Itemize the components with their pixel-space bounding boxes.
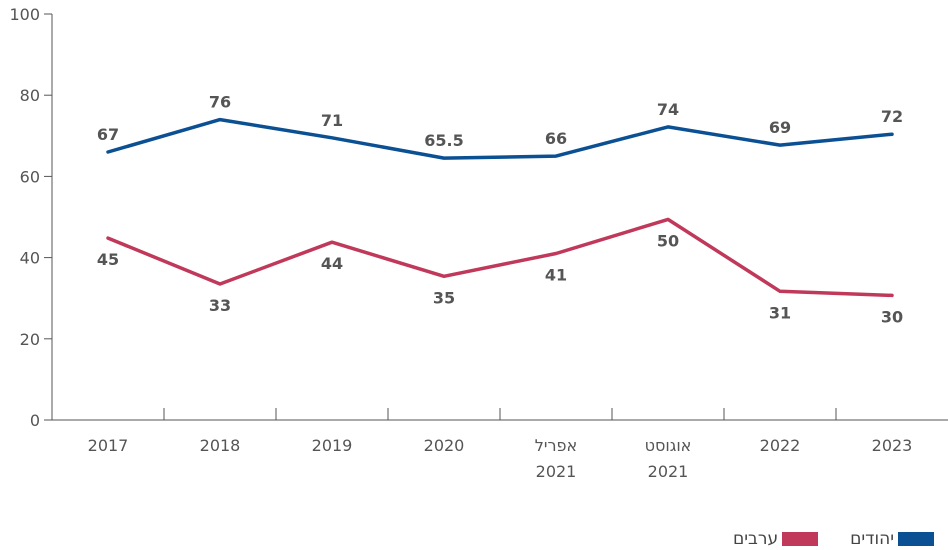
x-tick-label: 2023 (872, 436, 913, 455)
x-tick-label: 2021 (648, 462, 689, 481)
x-axis-ticks: 2017 2018 2019 2020 אפריל 2021 אוגוסט 2021 2022 2… (88, 408, 913, 481)
series-line-1 (106, 217, 894, 298)
axes (51, 14, 948, 421)
y-tick-label: 100 (9, 5, 40, 24)
data-label-0: 76 (209, 93, 231, 112)
data-label-1: 41 (545, 266, 567, 285)
y-axis-ticks: 0 20 40 60 80 100 (9, 5, 52, 430)
series-lines (106, 117, 894, 298)
legend-label-arabs: ערבים (732, 529, 779, 549)
data-label-1: 44 (321, 254, 343, 273)
data-label-0: 65.5 (424, 131, 463, 150)
legend: יהודים ערבים (733, 529, 934, 549)
data-label-1: 31 (769, 303, 791, 322)
legend-swatch-jews (898, 532, 934, 546)
data-label-1: 33 (209, 296, 231, 315)
x-tick-label: אוגוסט (645, 436, 692, 455)
data-label-0: 72 (881, 107, 903, 126)
y-tick-label: 20 (20, 330, 40, 349)
data-label-0: 66 (545, 129, 567, 148)
x-tick-label: 2022 (760, 436, 801, 455)
data-label-0: 74 (657, 100, 679, 119)
y-tick-label: 80 (20, 86, 40, 105)
data-label-1: 50 (657, 231, 679, 250)
y-tick-label: 40 (20, 249, 40, 268)
data-label-0: 67 (97, 125, 119, 144)
data-label-0: 69 (769, 118, 791, 137)
data-label-1: 35 (433, 288, 455, 307)
y-tick-label: 0 (30, 411, 40, 430)
x-tick-label: 2019 (312, 436, 353, 455)
x-tick-label: אפריל (535, 436, 577, 455)
x-tick-label: 2020 (424, 436, 465, 455)
legend-label-jews: יהודים (850, 529, 894, 549)
x-tick-label: 2021 (536, 462, 577, 481)
data-label-0: 71 (321, 111, 343, 130)
data-label-1: 45 (97, 250, 119, 269)
line-chart: 0 20 40 60 80 100 2017 2018 2019 2020 אפריל 2021 או… (9, 5, 948, 481)
data-labels: 67 76 71 65.5 66 74 69 72 45 33 44 35 41 50 31 30 (97, 93, 903, 327)
y-tick-label: 60 (20, 167, 40, 186)
data-label-1: 30 (881, 307, 903, 326)
legend-swatch-arabs (782, 532, 819, 546)
x-tick-label: 2017 (88, 436, 129, 455)
legend-item-jews: יהודים (850, 529, 934, 549)
x-tick-label: 2018 (200, 436, 241, 455)
legend-item-arabs: ערבים (732, 529, 819, 549)
series-line-0 (106, 117, 894, 160)
